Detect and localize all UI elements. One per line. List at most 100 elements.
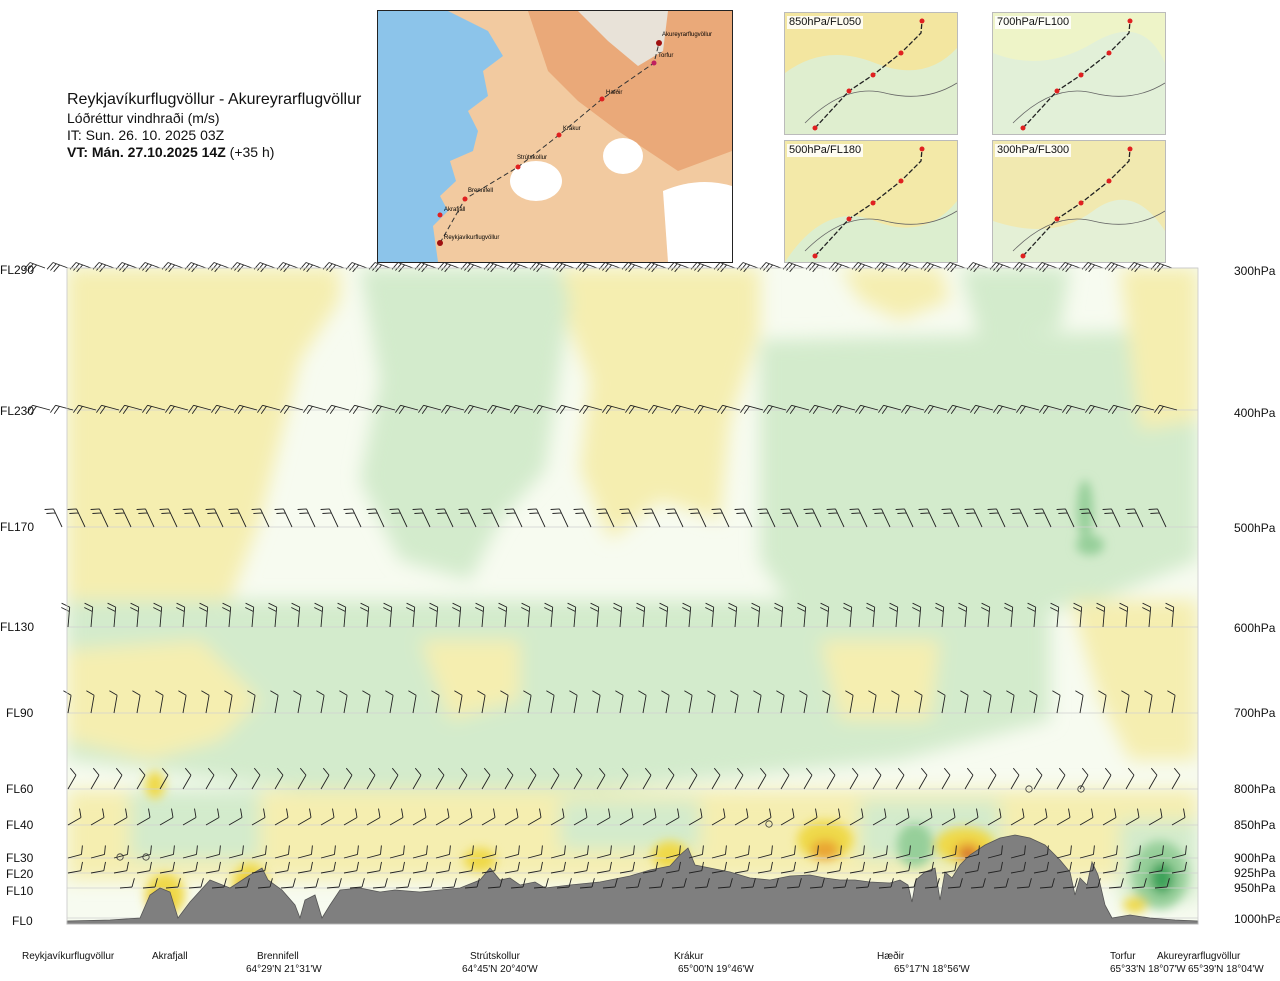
field-core — [240, 878, 256, 902]
field-region — [760, 330, 1198, 640]
wind-barb — [1062, 878, 1078, 889]
map-label-strutskollur: Strútskollur — [517, 155, 547, 161]
wind-barb — [119, 404, 143, 414]
wind-barb — [780, 808, 795, 826]
wind-barb — [797, 602, 807, 628]
wind-barb — [820, 602, 830, 628]
field-blobs-core — [145, 480, 1188, 917]
wind-barb — [1050, 602, 1060, 628]
map-label-krakur: Krákur — [563, 126, 581, 132]
wind-barb — [625, 404, 649, 414]
wind-barb — [711, 861, 727, 874]
wind-barb — [690, 262, 713, 273]
wind-barb — [717, 878, 733, 889]
field-region — [1120, 820, 1198, 900]
field-region — [860, 800, 1000, 860]
wind-barb — [1010, 861, 1026, 874]
wind-barb — [303, 878, 319, 889]
wind-barb — [1102, 861, 1118, 874]
wind-barb — [1148, 508, 1167, 528]
x-coord-haedir: 65°17'N 18°56'W — [894, 964, 970, 975]
level-map-700: 700hPa/FL100 — [992, 12, 1166, 135]
wind-barb — [849, 808, 864, 826]
wind-barb — [136, 508, 155, 528]
wind-barb — [849, 861, 865, 874]
wind-barb — [740, 878, 756, 889]
waypoint-strutskollur — [515, 164, 521, 170]
wind-barb — [1085, 878, 1101, 889]
wind-barb — [1085, 404, 1109, 414]
wind-barb — [107, 602, 117, 628]
wind-barb — [734, 845, 750, 859]
wind-barb — [596, 845, 612, 859]
wind-barb — [644, 262, 667, 273]
wind-barb — [659, 602, 669, 628]
wind-barb — [165, 878, 181, 889]
field-blobs-broad — [67, 268, 1198, 900]
wind-barb — [590, 602, 600, 628]
wind-barb — [964, 508, 983, 528]
wind-barb — [527, 508, 546, 528]
wind-barb — [481, 508, 500, 528]
calm-marker — [1025, 785, 1033, 793]
wind-barb — [389, 808, 404, 826]
wind-barb — [1056, 508, 1075, 528]
wind-barb — [441, 878, 457, 889]
wind-barb — [573, 767, 583, 790]
wind-barb — [454, 690, 463, 714]
wind-barb — [481, 845, 497, 859]
wind-barb — [460, 262, 483, 273]
wind-barb — [734, 767, 744, 790]
wind-barb — [1029, 690, 1038, 714]
wind-barb — [366, 861, 382, 874]
wind-barb — [477, 690, 486, 714]
wind-barb — [947, 878, 963, 889]
route-title: Reykjavíkurflugvöllur - Akureyrarflugvöl… — [67, 91, 362, 108]
wind-barb — [504, 767, 514, 790]
wind-barb — [918, 508, 937, 528]
level-map-500: 500hPa/FL180 — [784, 140, 958, 263]
y-left-tick-fl170: FL170 — [0, 520, 35, 534]
terrain-profile — [66, 834, 1199, 925]
wind-barb — [483, 262, 506, 273]
wind-barb — [337, 602, 347, 628]
wind-barb — [1010, 845, 1026, 859]
wind-barb — [849, 845, 865, 859]
wind-barb — [855, 404, 879, 414]
wind-barb — [1148, 767, 1158, 790]
wind-barb — [711, 808, 726, 826]
wind-barb — [274, 767, 284, 790]
wind-barb — [435, 845, 451, 859]
wind-barb — [297, 808, 312, 826]
wind-barb — [234, 878, 250, 889]
waypoint-torfur — [651, 60, 657, 66]
wind-barb — [205, 808, 220, 826]
wind-barb — [966, 262, 989, 273]
wind-barb — [343, 861, 359, 874]
wind-barb — [964, 845, 980, 859]
wind-barb — [544, 602, 554, 628]
wind-barb — [222, 602, 232, 628]
x-location-strutskollur: Strútskollur — [470, 951, 521, 962]
wind-barb — [188, 404, 212, 414]
level-map-500-svg — [785, 141, 957, 262]
wind-barb — [510, 878, 526, 889]
y-right-tick-700: 700hPa — [1234, 706, 1276, 720]
wind-barb — [872, 861, 888, 874]
y-left-tick-fl130: FL130 — [0, 620, 35, 634]
y-left-tick-fl230: FL230 — [0, 404, 35, 418]
level-map-300: 300hPa/FL300 — [992, 140, 1166, 263]
field-region — [960, 268, 1070, 340]
wind-barb — [970, 404, 994, 414]
wind-barb — [602, 404, 626, 414]
wind-barb — [383, 602, 393, 628]
wind-barb — [92, 262, 115, 273]
wind-barb — [707, 690, 716, 714]
wind-barb — [895, 508, 914, 528]
wind-barb — [90, 808, 105, 826]
wind-barb — [257, 878, 273, 889]
wind-barb — [435, 767, 445, 790]
wind-barb — [1079, 767, 1089, 790]
wind-barb — [389, 508, 408, 528]
wind-barb — [504, 861, 520, 874]
